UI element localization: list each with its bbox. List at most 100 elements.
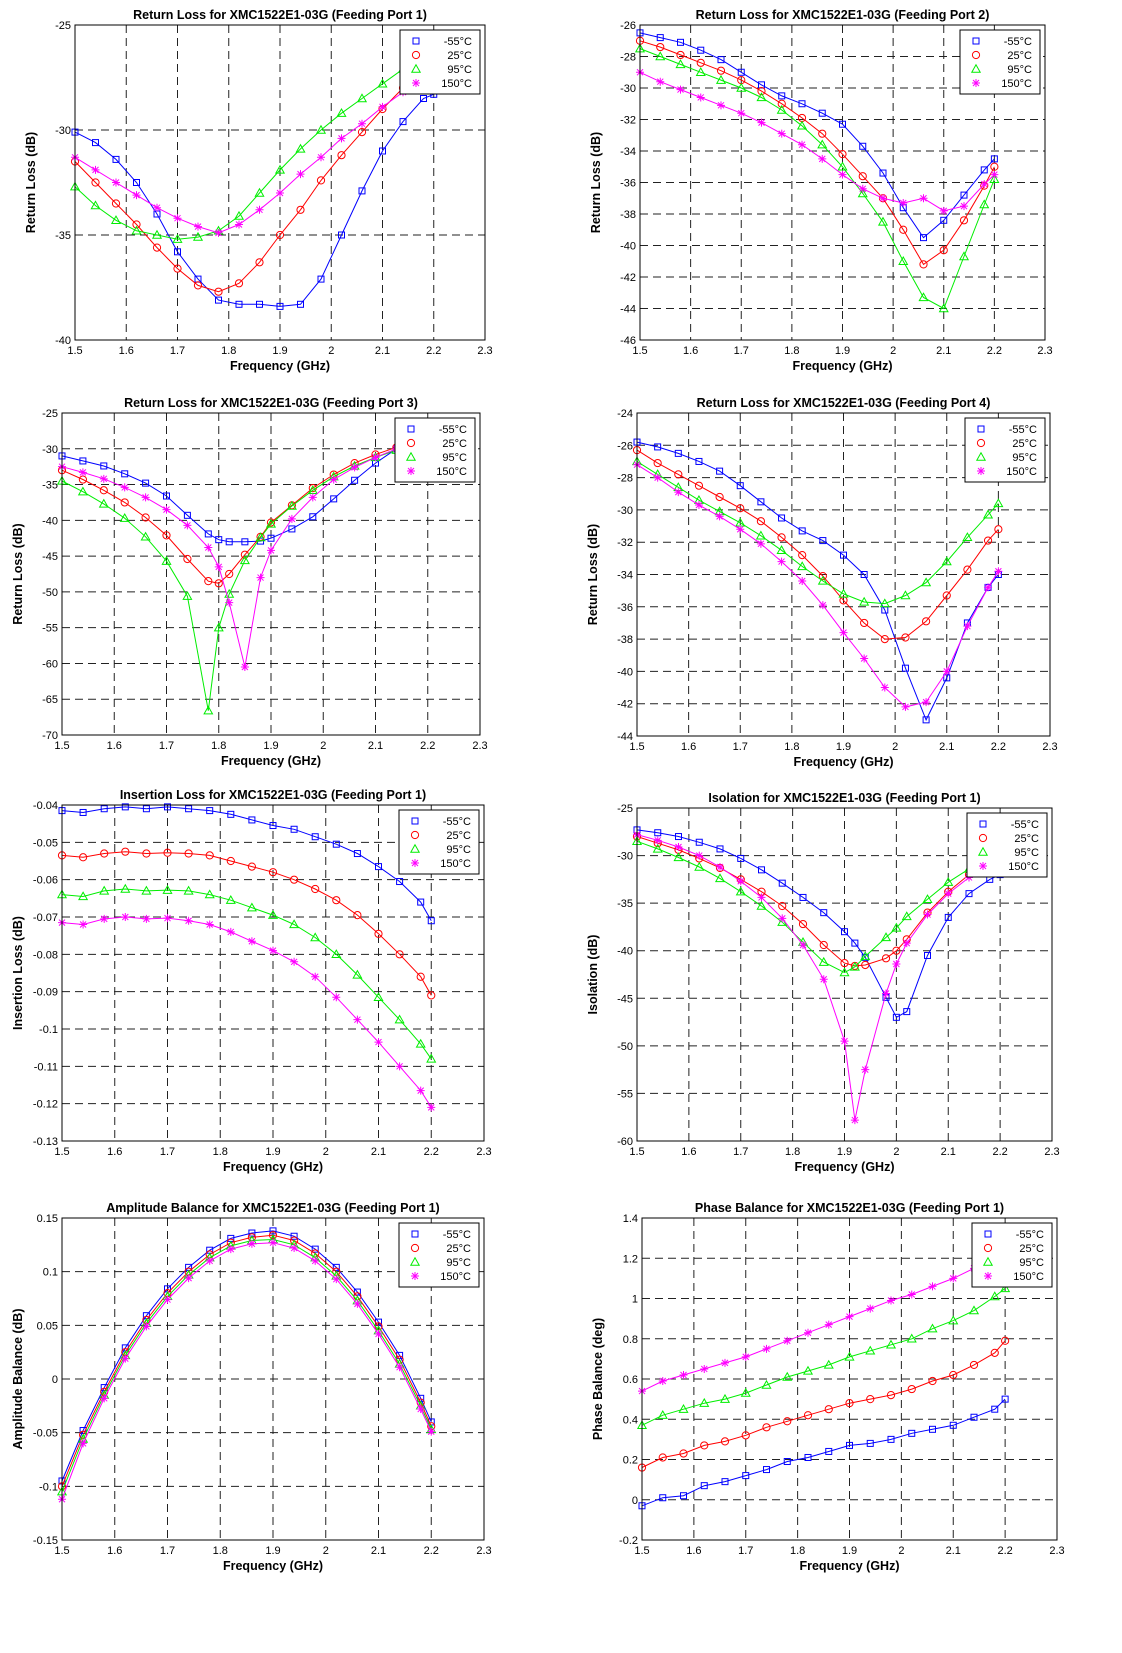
data-point-25°C bbox=[395, 950, 404, 959]
data-point-150°C bbox=[880, 683, 889, 692]
data-point-150°C bbox=[818, 601, 827, 610]
data-point--55°C bbox=[241, 538, 249, 546]
data-point--55°C bbox=[338, 231, 345, 239]
legend: -55°C 25°C 95°C 150°C bbox=[959, 29, 1041, 95]
data-point-150°C bbox=[819, 975, 828, 984]
legend-label: -55°C bbox=[443, 1229, 471, 1241]
data-point-25°C bbox=[162, 531, 171, 540]
data-point--55°C bbox=[142, 479, 150, 487]
data-point--55°C bbox=[297, 300, 304, 308]
data-point-150°C bbox=[858, 184, 867, 193]
x-axis-label: Frequency (GHz) bbox=[794, 1160, 894, 1174]
legend-label: 150°C bbox=[436, 466, 467, 478]
data-point--55°C bbox=[820, 909, 828, 917]
x-tick-label: 1.5 bbox=[629, 741, 644, 753]
data-point-150°C bbox=[100, 914, 109, 923]
data-point-150°C bbox=[928, 1282, 937, 1291]
data-point--55°C bbox=[269, 1227, 277, 1235]
data-point-95°C bbox=[865, 1345, 876, 1355]
data-point-95°C bbox=[838, 588, 849, 598]
data-point-25°C bbox=[214, 579, 223, 588]
data-point-150°C bbox=[887, 1296, 895, 1305]
data-point--55°C bbox=[839, 120, 846, 128]
data-point--55°C bbox=[235, 300, 243, 308]
data-point--55°C bbox=[851, 939, 859, 947]
x-tick-label: 2.1 bbox=[368, 740, 383, 752]
data-point-150°C bbox=[984, 583, 993, 592]
y-tick-label: -30 bbox=[42, 444, 58, 456]
data-point--55°C bbox=[267, 534, 275, 542]
x-tick-label: 1.9 bbox=[265, 1146, 280, 1158]
data-point-150°C bbox=[717, 101, 725, 110]
data-point-150°C bbox=[783, 1336, 792, 1345]
data-point-95°C bbox=[373, 992, 384, 1001]
data-point-150°C bbox=[194, 222, 202, 231]
legend-marker--55°C bbox=[407, 425, 415, 433]
data-point-95°C bbox=[797, 561, 808, 571]
y-tick-label: -45 bbox=[42, 551, 58, 563]
data-point-150°C bbox=[79, 920, 88, 929]
data-point-150°C bbox=[949, 1274, 958, 1283]
y-tick-label: -30 bbox=[55, 125, 71, 137]
data-point-95°C bbox=[657, 1410, 668, 1419]
y-tick-label: -0.1 bbox=[39, 1481, 58, 1493]
legend-label: 25°C bbox=[446, 830, 471, 842]
data-point-95°C bbox=[255, 532, 266, 542]
data-point-95°C bbox=[678, 1403, 689, 1413]
chart-title: Insertion Loss for XMC1522E1-03G (Feedin… bbox=[120, 788, 426, 802]
data-point-150°C bbox=[141, 493, 150, 502]
legend-label: 25°C bbox=[1014, 833, 1039, 845]
y-axis-label: Insertion Loss (dB) bbox=[11, 916, 25, 1030]
data-point--55°C bbox=[206, 807, 214, 815]
series-line--55°C bbox=[61, 448, 397, 543]
data-point-25°C bbox=[79, 853, 88, 862]
data-point--55°C bbox=[654, 829, 662, 837]
data-point-25°C bbox=[778, 901, 787, 911]
y-tick-label: -0.1 bbox=[39, 1024, 58, 1036]
data-point-150°C bbox=[990, 170, 999, 179]
data-point--55°C bbox=[866, 1439, 874, 1447]
data-point-150°C bbox=[226, 1245, 235, 1254]
data-point-150°C bbox=[395, 1062, 404, 1071]
legend-label: 150°C bbox=[1001, 78, 1032, 90]
data-point-95°C bbox=[1000, 1283, 1011, 1293]
data-point-150°C bbox=[757, 118, 766, 127]
data-point-150°C bbox=[653, 836, 662, 845]
data-point-95°C bbox=[120, 883, 131, 893]
data-point-150°C bbox=[960, 202, 968, 211]
data-point--55°C bbox=[804, 1453, 812, 1461]
data-point-150°C bbox=[132, 191, 141, 200]
data-point-25°C bbox=[922, 617, 931, 626]
data-point-25°C bbox=[959, 216, 969, 225]
x-tick-label: 2.2 bbox=[424, 1146, 439, 1158]
y-tick-label: -55 bbox=[42, 623, 58, 635]
y-tick-label: -0.04 bbox=[33, 800, 58, 812]
data-point-95°C bbox=[183, 885, 194, 895]
data-point-25°C bbox=[290, 875, 299, 884]
data-point--55°C bbox=[697, 46, 705, 54]
x-tick-label: 1.8 bbox=[221, 345, 236, 357]
data-point--55°C bbox=[970, 1413, 978, 1421]
data-point-95°C bbox=[352, 969, 363, 979]
data-point-150°C bbox=[695, 851, 704, 860]
data-point-150°C bbox=[892, 960, 901, 969]
x-tick-label: 1.8 bbox=[784, 741, 799, 753]
data-point-95°C bbox=[203, 705, 214, 715]
y-tick-label: -50 bbox=[617, 1041, 633, 1053]
data-point-150°C bbox=[256, 573, 265, 582]
axes-frame bbox=[636, 807, 1053, 1142]
chart-panel-6: 1.5 1.6 1.7 1.8 1.9 2 2.1 2.2 2.3 -60 -55 -50 -45 -40… bbox=[586, 791, 1060, 1174]
data-point-150°C bbox=[861, 1065, 870, 1074]
data-point-150°C bbox=[901, 702, 910, 711]
data-point-25°C bbox=[741, 1431, 750, 1440]
data-point-95°C bbox=[782, 1371, 793, 1381]
x-tick-label: 1.8 bbox=[790, 1545, 805, 1557]
data-point-95°C bbox=[246, 902, 257, 912]
data-point-150°C bbox=[923, 910, 932, 919]
data-point-95°C bbox=[943, 876, 954, 886]
chart-title: Return Loss for XMC1522E1-03G (Feeding P… bbox=[133, 8, 427, 22]
axes-frame bbox=[74, 24, 486, 341]
data-point-25°C bbox=[819, 940, 828, 950]
series-line-95°C bbox=[641, 1288, 1006, 1426]
